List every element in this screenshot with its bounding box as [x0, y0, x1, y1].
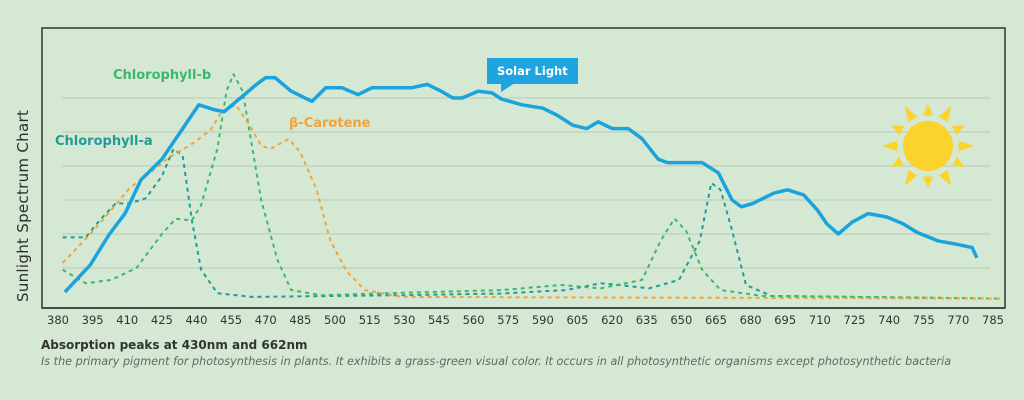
x-tick-label: 425 — [151, 313, 173, 327]
x-tick-label: 590 — [532, 313, 554, 327]
sun-ray — [891, 156, 905, 167]
x-tick-label: 515 — [359, 313, 381, 327]
x-tick-label: 620 — [601, 313, 623, 327]
legend-solar-light: Solar Light — [487, 58, 578, 92]
legend-chlorophyll-a: Chlorophyll-a — [55, 134, 153, 149]
caption-title: Absorption peaks at 430nm and 662nm — [41, 338, 308, 352]
x-tick-label: 650 — [670, 313, 692, 327]
x-tick-label: 770 — [947, 313, 969, 327]
sun-ray — [938, 106, 951, 123]
sun-ray — [922, 176, 934, 188]
x-tick-label: 455 — [220, 313, 242, 327]
x-tick-label: 395 — [82, 313, 104, 327]
sun-ray — [882, 140, 898, 152]
x-tick-label: 485 — [289, 313, 311, 327]
sun-ray — [938, 169, 951, 186]
x-tick-label: 530 — [393, 313, 415, 327]
x-tick-label: 665 — [705, 313, 727, 327]
sun-ray — [958, 140, 974, 152]
series-line-chlorophyll-a — [62, 148, 1000, 300]
legend-beta-carotene: β-Carotene — [289, 116, 371, 131]
x-tick-label: 575 — [497, 313, 519, 327]
sun-icon — [882, 104, 974, 188]
x-tick-label: 440 — [186, 313, 208, 327]
sun-ray — [905, 106, 918, 123]
x-tick-label: 785 — [982, 313, 1004, 327]
series-line-chlorophyll-b — [62, 73, 1000, 300]
caption-description: Is the primary pigment for photosynthesi… — [41, 355, 952, 368]
x-tick-label: 710 — [809, 313, 831, 327]
legend-chlorophyll-b: Chlorophyll-b — [113, 68, 212, 83]
x-tick-label: 560 — [463, 313, 485, 327]
sun-ray — [891, 125, 905, 136]
x-tick-label: 500 — [324, 313, 346, 327]
x-tick-label: 605 — [566, 313, 588, 327]
x-tick-label: 410 — [116, 313, 138, 327]
sun-ray — [922, 104, 934, 116]
x-tick-label: 680 — [740, 313, 762, 327]
sun-ray — [951, 156, 965, 167]
x-tick-label: 380 — [47, 313, 69, 327]
x-tick-label: 635 — [636, 313, 658, 327]
x-tick-label: 545 — [428, 313, 450, 327]
series-line--carotene — [61, 103, 1000, 300]
x-tick-label: 725 — [844, 313, 866, 327]
series-line-solarlight — [63, 75, 979, 294]
sun-ray — [951, 125, 965, 136]
sun-ray — [905, 169, 918, 186]
x-tick-label: 755 — [913, 313, 935, 327]
x-tick-label: 695 — [774, 313, 796, 327]
x-tick-label: 740 — [878, 313, 900, 327]
x-tick-label: 470 — [255, 313, 277, 327]
